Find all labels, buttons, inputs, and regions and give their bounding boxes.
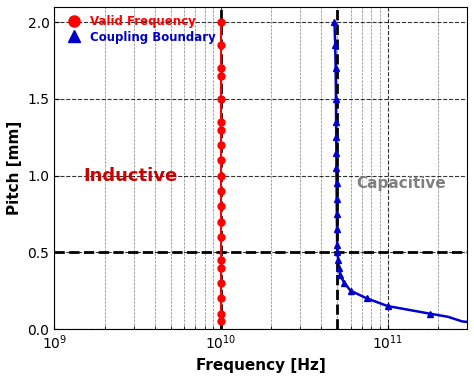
Y-axis label: Pitch [mm]: Pitch [mm] <box>7 121 22 215</box>
Legend: Valid Frequency, Coupling Boundary: Valid Frequency, Coupling Boundary <box>60 13 218 46</box>
Text: Inductive: Inductive <box>84 167 178 185</box>
X-axis label: Frequency [Hz]: Frequency [Hz] <box>196 358 326 373</box>
Text: Capacitive: Capacitive <box>356 176 446 191</box>
